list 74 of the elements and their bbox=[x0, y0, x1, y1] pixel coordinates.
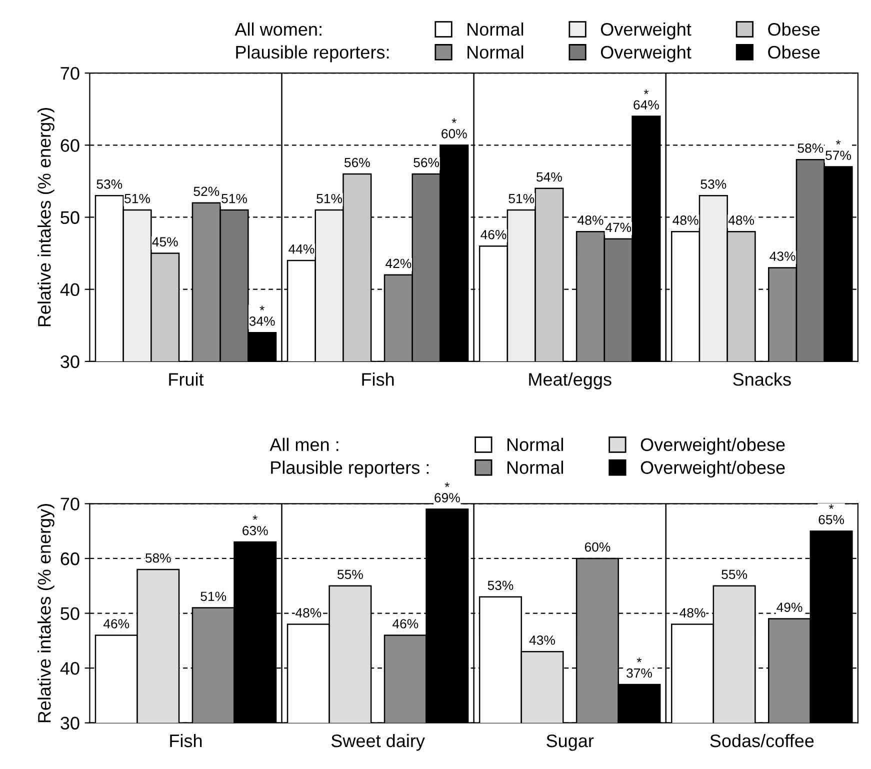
data-label: * 64% bbox=[634, 89, 659, 110]
x-tick-label: Snacks bbox=[733, 372, 791, 386]
data-label: 51% bbox=[508, 194, 534, 204]
data-label: * 57% bbox=[826, 140, 851, 160]
data-label: 43% bbox=[770, 252, 796, 261]
data-label: * 63% bbox=[242, 515, 268, 536]
legend-label: Normal bbox=[468, 45, 524, 59]
data-label: 56% bbox=[344, 158, 370, 168]
data-label: 51% bbox=[200, 592, 226, 602]
data-label: 43% bbox=[529, 636, 555, 645]
data-label: 47% bbox=[605, 222, 632, 232]
data-label: 48% bbox=[296, 608, 322, 618]
legend-label: Normal bbox=[468, 22, 524, 36]
data-label: 51% bbox=[316, 194, 342, 204]
legend-label: Normal bbox=[507, 460, 563, 474]
data-label: 55% bbox=[722, 570, 748, 580]
text: All women: bbox=[234, 22, 322, 36]
data-label: 54% bbox=[536, 172, 562, 182]
y-tick-label: 50 bbox=[60, 607, 80, 620]
data-label: 53% bbox=[488, 580, 514, 590]
data-label: 48% bbox=[578, 216, 604, 225]
data-label: 53% bbox=[96, 179, 122, 189]
data-label: 56% bbox=[414, 158, 440, 168]
y-tick-label: 40 bbox=[60, 283, 80, 296]
data-label: 55% bbox=[338, 570, 363, 580]
x-tick-label: Sodas/coffee bbox=[710, 734, 814, 748]
data-label: 45% bbox=[152, 237, 178, 247]
text: Plausible reporters: bbox=[236, 45, 389, 62]
data-label: 53% bbox=[700, 179, 726, 189]
data-label: 58% bbox=[798, 143, 824, 153]
x-tick-label: Fish bbox=[362, 372, 394, 386]
data-label: 51% bbox=[124, 194, 150, 204]
data-label: * 69% bbox=[434, 482, 460, 502]
text: All men : bbox=[270, 438, 338, 452]
x-tick-label: Sugar bbox=[546, 734, 594, 751]
data-label: 46% bbox=[392, 619, 418, 628]
y-tick-label: 60 bbox=[60, 552, 80, 566]
y-tick-label: 70 bbox=[60, 66, 80, 80]
data-label: 48% bbox=[680, 608, 706, 618]
y-tick-label: 70 bbox=[60, 498, 80, 510]
legend-label: Obese bbox=[768, 45, 820, 59]
data-label: 52% bbox=[194, 186, 220, 196]
data-label: 48% bbox=[672, 216, 698, 225]
data-label: 46% bbox=[103, 619, 130, 628]
text: Plausible reporters : bbox=[271, 460, 429, 478]
legend-label: Overweight/obese bbox=[640, 460, 785, 478]
legend-label: Normal bbox=[507, 438, 563, 452]
x-tick-label: Meat/eggs bbox=[529, 372, 612, 390]
legend-label: Overweight bbox=[600, 45, 692, 62]
y-tick-label: 60 bbox=[60, 139, 80, 152]
y-tick-label: 50 bbox=[60, 211, 80, 224]
data-label: 42% bbox=[386, 258, 412, 268]
data-label: 49% bbox=[776, 602, 802, 612]
y-tick-label: 30 bbox=[60, 355, 80, 368]
data-label: 44% bbox=[288, 244, 314, 254]
data-label: 60% bbox=[584, 542, 610, 552]
y-tick-label: 30 bbox=[60, 716, 80, 730]
x-tick-label: Fruit bbox=[169, 372, 204, 386]
y-tick-label: 40 bbox=[60, 662, 80, 675]
data-label: 48% bbox=[728, 216, 754, 225]
data-label: 46% bbox=[480, 230, 506, 240]
data-label: * 65% bbox=[818, 504, 844, 524]
data-label: * 60% bbox=[442, 118, 467, 138]
x-tick-label: Fish bbox=[170, 734, 202, 748]
y-axis-title: Relative intakes (% energy) bbox=[38, 108, 54, 326]
data-label: 51% bbox=[222, 194, 247, 204]
legend-label: Overweight bbox=[600, 22, 692, 40]
data-label: 58% bbox=[145, 553, 171, 563]
data-label: * 37% bbox=[626, 658, 652, 678]
y-axis-title: Relative intakes (% energy) bbox=[38, 504, 54, 722]
legend-label: Obese bbox=[768, 22, 820, 36]
x-tick-label: Sweet dairy bbox=[331, 734, 425, 751]
legend-label: Overweight/obese bbox=[640, 438, 785, 455]
data-label: * 34% bbox=[249, 306, 275, 326]
